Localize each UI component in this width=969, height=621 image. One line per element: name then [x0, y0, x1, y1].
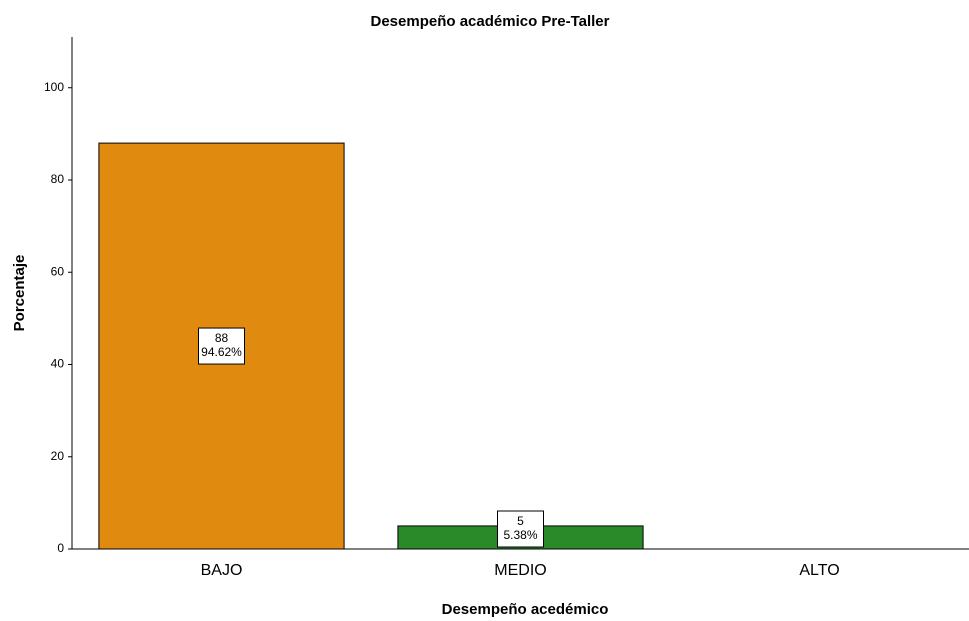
- data-label: 94.62%: [201, 345, 242, 359]
- x-tick-label: MEDIO: [494, 562, 546, 579]
- data-label-box: [497, 510, 544, 548]
- data-label: 88: [215, 331, 229, 345]
- y-tick-label: 20: [51, 449, 65, 463]
- y-tick-label: 40: [51, 357, 65, 371]
- data-label: 5.38%: [503, 528, 537, 542]
- data-label: 5: [517, 514, 524, 528]
- y-tick-label: 60: [51, 264, 65, 278]
- x-axis-label: Desempeño acedémico: [442, 601, 609, 618]
- y-tick-label: 100: [44, 80, 64, 94]
- y-tick-label: 80: [51, 172, 65, 186]
- chart-title: Desempeño académico Pre-Taller: [371, 13, 610, 30]
- data-label-box: [198, 327, 245, 365]
- x-tick-label: BAJO: [201, 562, 243, 579]
- x-tick-label: ALTO: [799, 562, 839, 579]
- y-tick-label: 0: [57, 541, 64, 555]
- y-axis-label: Porcentaje: [11, 255, 28, 332]
